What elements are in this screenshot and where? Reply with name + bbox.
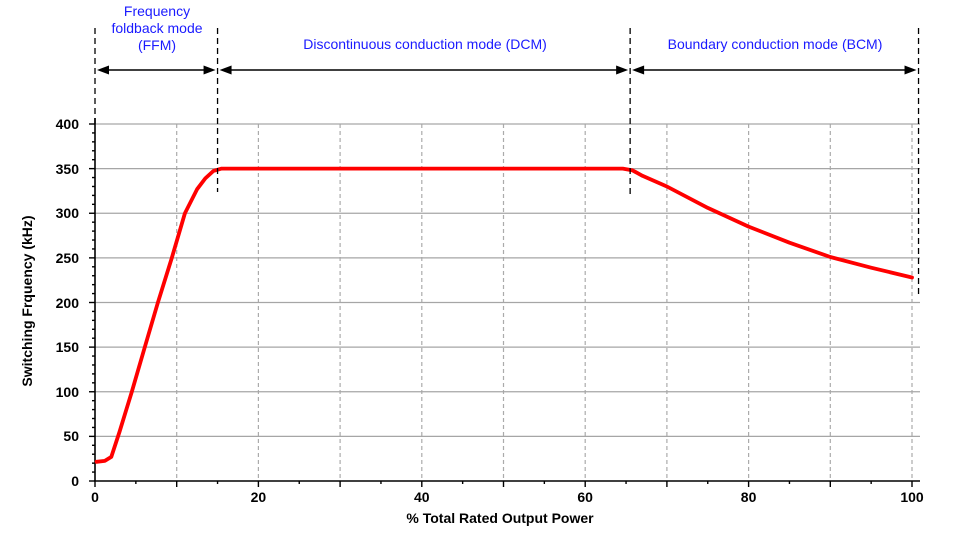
region-label-ffm-line1: Frequency: [123, 3, 191, 19]
frequency-curve: [94, 166, 914, 464]
region-extent-arrowhead-left: [97, 65, 109, 75]
x-tick-label: 80: [740, 489, 757, 505]
y-tick-label: 100: [55, 383, 79, 400]
y-tick-label: 150: [55, 339, 79, 356]
region-label-bcm: Boundary conduction mode (BCM): [667, 36, 883, 52]
y-tick-label: 400: [55, 116, 79, 132]
x-tick-label: 20: [250, 489, 267, 505]
region-label-dcm: Discontinuous conduction mode (DCM): [303, 36, 547, 52]
region-label-ffm-line3: (FFM): [137, 37, 177, 53]
x-tick-label: 100: [900, 489, 924, 505]
y-tick-label: 50: [63, 428, 79, 445]
y-tick-label: 250: [55, 249, 79, 266]
region-extent-arrowhead-right: [203, 65, 216, 75]
y-tick-label: 350: [55, 160, 79, 177]
region-extent-arrowhead-left: [632, 65, 645, 75]
region-extent-arrowhead-right: [616, 65, 629, 75]
x-tick-label: 60: [577, 489, 593, 505]
region-label-ffm: Frequency foldback mode (FFM): [111, 3, 202, 54]
y-tick-label: 300: [55, 205, 79, 222]
region-extent-arrowhead-right: [904, 65, 917, 75]
y-axis-title: Switching Frquency (kHz): [19, 215, 35, 387]
x-axis-title: % Total Rated Output Power: [406, 510, 594, 526]
region-extent-arrowhead-left: [219, 65, 232, 75]
y-tick-label: 200: [55, 294, 79, 311]
x-tick-label: 40: [414, 489, 430, 505]
x-tick-label: 0: [91, 489, 99, 505]
region-label-ffm-line2: foldback mode: [111, 20, 203, 36]
y-tick-label: 0: [71, 473, 79, 489]
